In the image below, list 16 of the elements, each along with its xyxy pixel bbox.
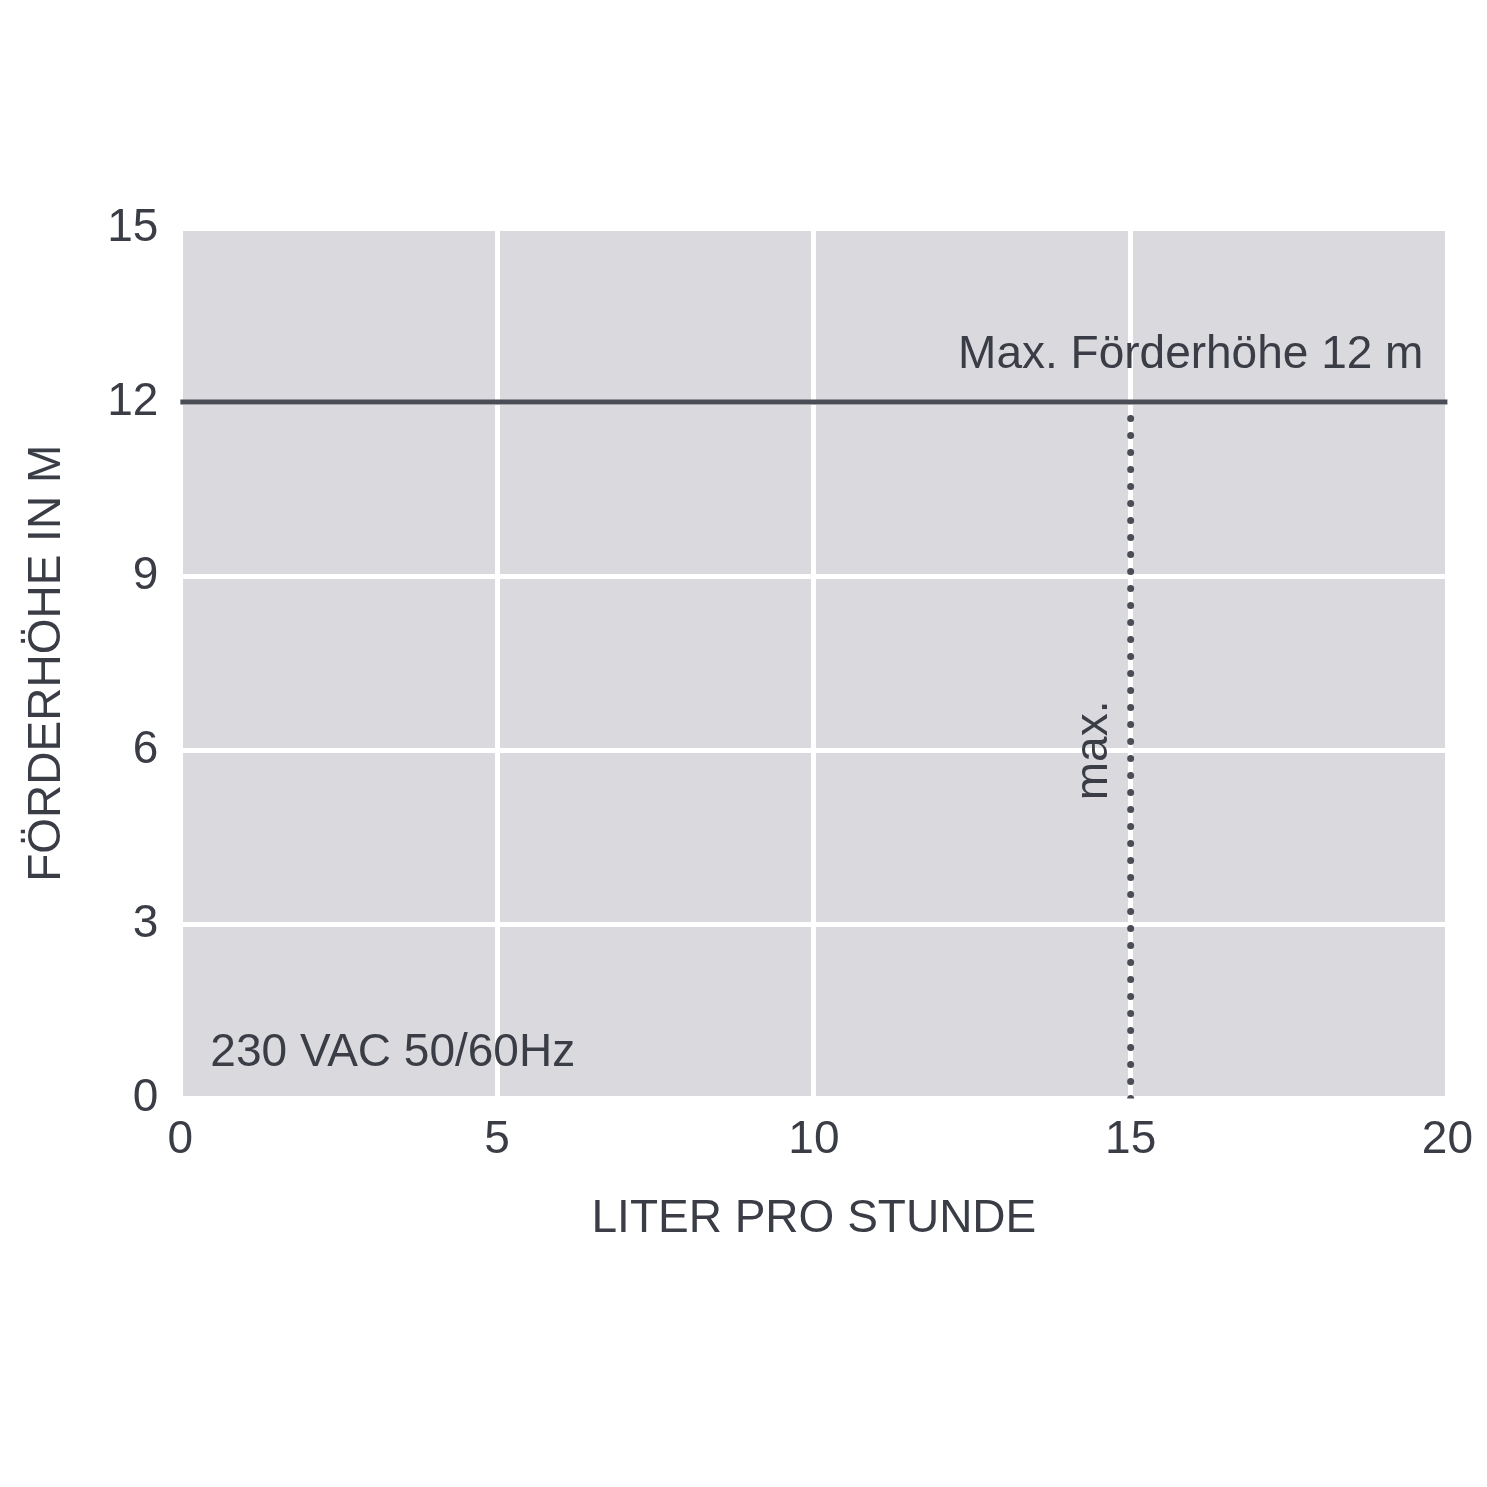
y-tick-label: 15: [107, 198, 159, 251]
y-axis-title: FÖRDERHÖHE IN M: [18, 444, 71, 882]
x-axis-title: LITER PRO STUNDE: [591, 1190, 1037, 1243]
ref-line-label: Max. Förderhöhe 12 m: [958, 325, 1424, 378]
x-tick-label: 15: [1105, 1110, 1157, 1163]
x-tick-label: 0: [167, 1110, 194, 1163]
annotation: 230 VAC 50/60Hz: [210, 1024, 576, 1077]
x-tick-label: 10: [788, 1110, 840, 1163]
y-tick-label: 6: [132, 721, 159, 774]
x-tick-label: 20: [1421, 1110, 1473, 1163]
x-tick-label: 5: [484, 1110, 510, 1163]
annotation: max.: [1065, 700, 1118, 801]
y-tick-label: 12: [107, 372, 159, 425]
y-tick-label: 3: [132, 895, 159, 948]
y-tick-label: 9: [132, 546, 159, 599]
y-tick-label: 0: [132, 1069, 159, 1122]
